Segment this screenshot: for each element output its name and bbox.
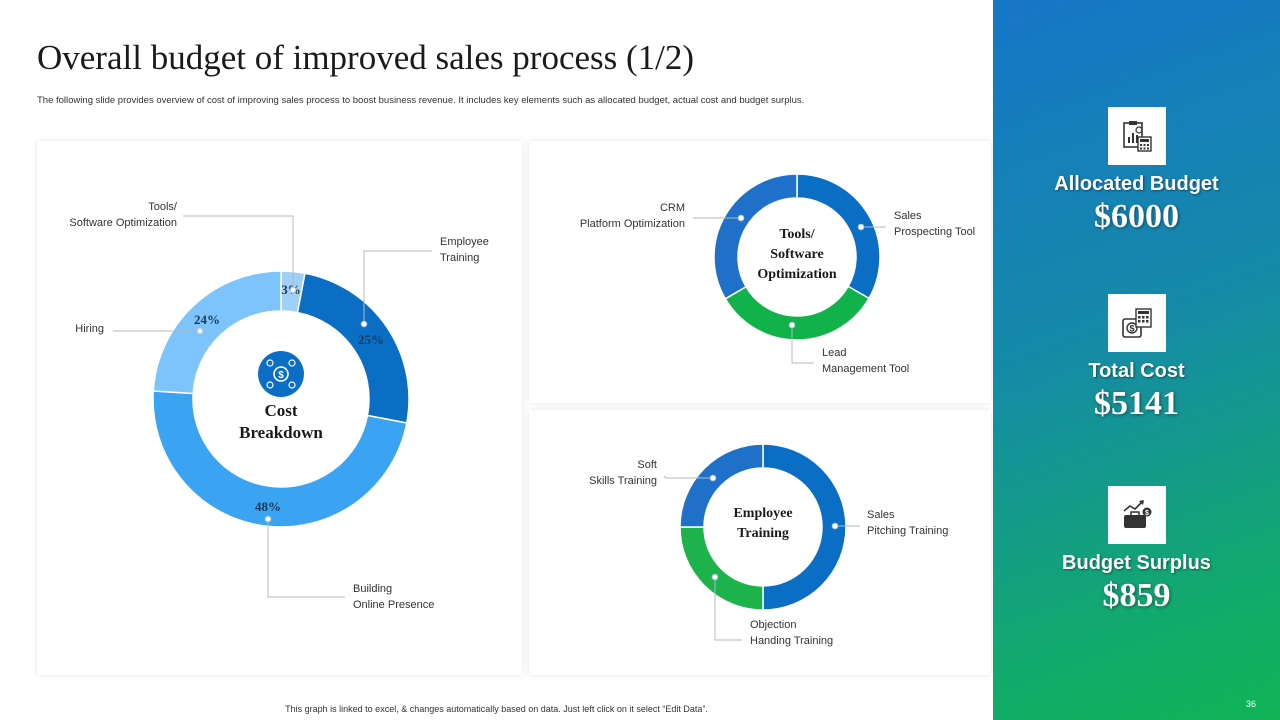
leader-dot	[289, 286, 297, 294]
category-label-building-online-presence: Online Presence	[353, 599, 434, 611]
slice-crm-platform-optimization	[713, 173, 798, 300]
leader-dot	[737, 214, 745, 222]
category-label-sales-pitching-training: Pitching Training	[867, 525, 948, 537]
slice-sales-pitching-training	[762, 443, 847, 611]
footer-note: This graph is linked to excel, & changes…	[285, 704, 708, 714]
budget-surplus-label: Budget Surplus	[1062, 552, 1211, 574]
total-cost-value: $5141	[1094, 385, 1179, 422]
category-label-employee-training: Training	[440, 252, 479, 264]
money-calculator-icon: $	[1107, 294, 1166, 352]
leader-line	[791, 325, 814, 364]
center-title-line: Optimization	[757, 267, 837, 282]
donut-tools-software-optimization: Tools/Software Optimization Sales Prospecti…	[580, 173, 975, 375]
leader-line	[267, 519, 345, 598]
svg-text:$: $	[278, 370, 284, 381]
data-label-building-online-presence: 48%	[255, 499, 281, 514]
slice-building-online-presence	[152, 390, 408, 528]
clipboard-calculator-icon	[1107, 107, 1166, 165]
data-label-hiring: 24%	[194, 312, 220, 327]
slice-hiring	[152, 270, 282, 395]
category-label-lead-management-tool: Management Tool	[822, 363, 909, 375]
category-label-building-online-presence: Building	[353, 583, 392, 595]
leader-line	[663, 475, 713, 479]
total-cost-card: $ Total Cost $5141	[993, 294, 1280, 423]
slice-soft-skills-training	[679, 443, 764, 528]
category-label-tools-software-optimization: Software Optimization	[69, 217, 177, 229]
allocated-budget-value: $6000	[1094, 198, 1179, 235]
cost-breakdown-panel	[37, 141, 522, 675]
category-label-employee-training: Employee	[440, 236, 489, 248]
budget-surplus-value: $859	[1102, 577, 1171, 614]
allocated-budget-label: Allocated Budget	[1054, 173, 1219, 195]
category-label-objection-handing-training: Handing Training	[750, 635, 833, 647]
leader-dot	[831, 522, 839, 530]
leader-dot	[711, 573, 719, 581]
donut-cost-breakdown: CostBreakdown$3%25%48%24%Tools/Software …	[69, 201, 489, 611]
leader-line	[183, 215, 294, 290]
leader-dot	[788, 321, 796, 329]
center-title-line: Cost	[264, 401, 297, 420]
leader-dot	[857, 223, 865, 231]
allocated-budget-card: Allocated Budget $6000	[993, 107, 1280, 236]
money-network-icon: $	[258, 351, 304, 397]
center-title-line: Software	[770, 247, 823, 262]
donut-employee-training: Employee Training Sales Pitching Training Ob…	[589, 443, 948, 647]
category-label-crm-platform-optimization: CRM	[660, 202, 685, 214]
slice-lead-management-tool	[724, 285, 870, 341]
svg-text:$: $	[1129, 324, 1134, 334]
category-label-objection-handing-training: Objection	[750, 619, 796, 631]
leader-dot	[196, 327, 204, 335]
center-title-line: Breakdown	[239, 423, 323, 442]
category-label-sales-pitching-training: Sales	[867, 509, 895, 521]
briefcase-growth-icon: $	[1107, 486, 1166, 544]
category-label-soft-skills-training: Skills Training	[589, 475, 657, 487]
leader-line	[363, 250, 432, 324]
center-title-line: Employee	[733, 506, 792, 521]
page-title: Overall budget of improved sales process…	[37, 38, 695, 77]
leader-line	[714, 577, 742, 641]
budget-sidebar: Allocated Budget $6000 $ Total Cost $514…	[993, 0, 1280, 720]
category-label-hiring: Hiring	[75, 323, 104, 335]
category-label-soft-skills-training: Soft	[637, 459, 657, 471]
center-title-line: Tools/	[779, 227, 815, 242]
budget-surplus-card: $ Budget Surplus $859	[993, 486, 1280, 615]
category-label-sales-prospecting-tool: Prospecting Tool	[894, 226, 975, 238]
svg-text:$: $	[1145, 510, 1149, 517]
category-label-sales-prospecting-tool: Sales	[894, 210, 922, 222]
center-title-line: Training	[737, 526, 789, 541]
data-label-employee-training: 25%	[358, 332, 384, 347]
leader-dot	[264, 515, 272, 523]
category-label-crm-platform-optimization: Platform Optimization	[580, 218, 685, 230]
page-subtitle: The following slide provides overview of…	[37, 95, 805, 106]
leader-dot	[709, 474, 717, 482]
category-label-lead-management-tool: Lead	[822, 347, 846, 359]
page-number: 36	[1245, 699, 1256, 709]
leader-dot	[360, 320, 368, 328]
total-cost-label: Total Cost	[1088, 360, 1185, 382]
category-label-tools-software-optimization: Tools/	[148, 201, 178, 213]
slice-employee-training	[296, 272, 410, 424]
charts-canvas: CostBreakdown$3%25%48%24%Tools/Software …	[69, 173, 975, 647]
